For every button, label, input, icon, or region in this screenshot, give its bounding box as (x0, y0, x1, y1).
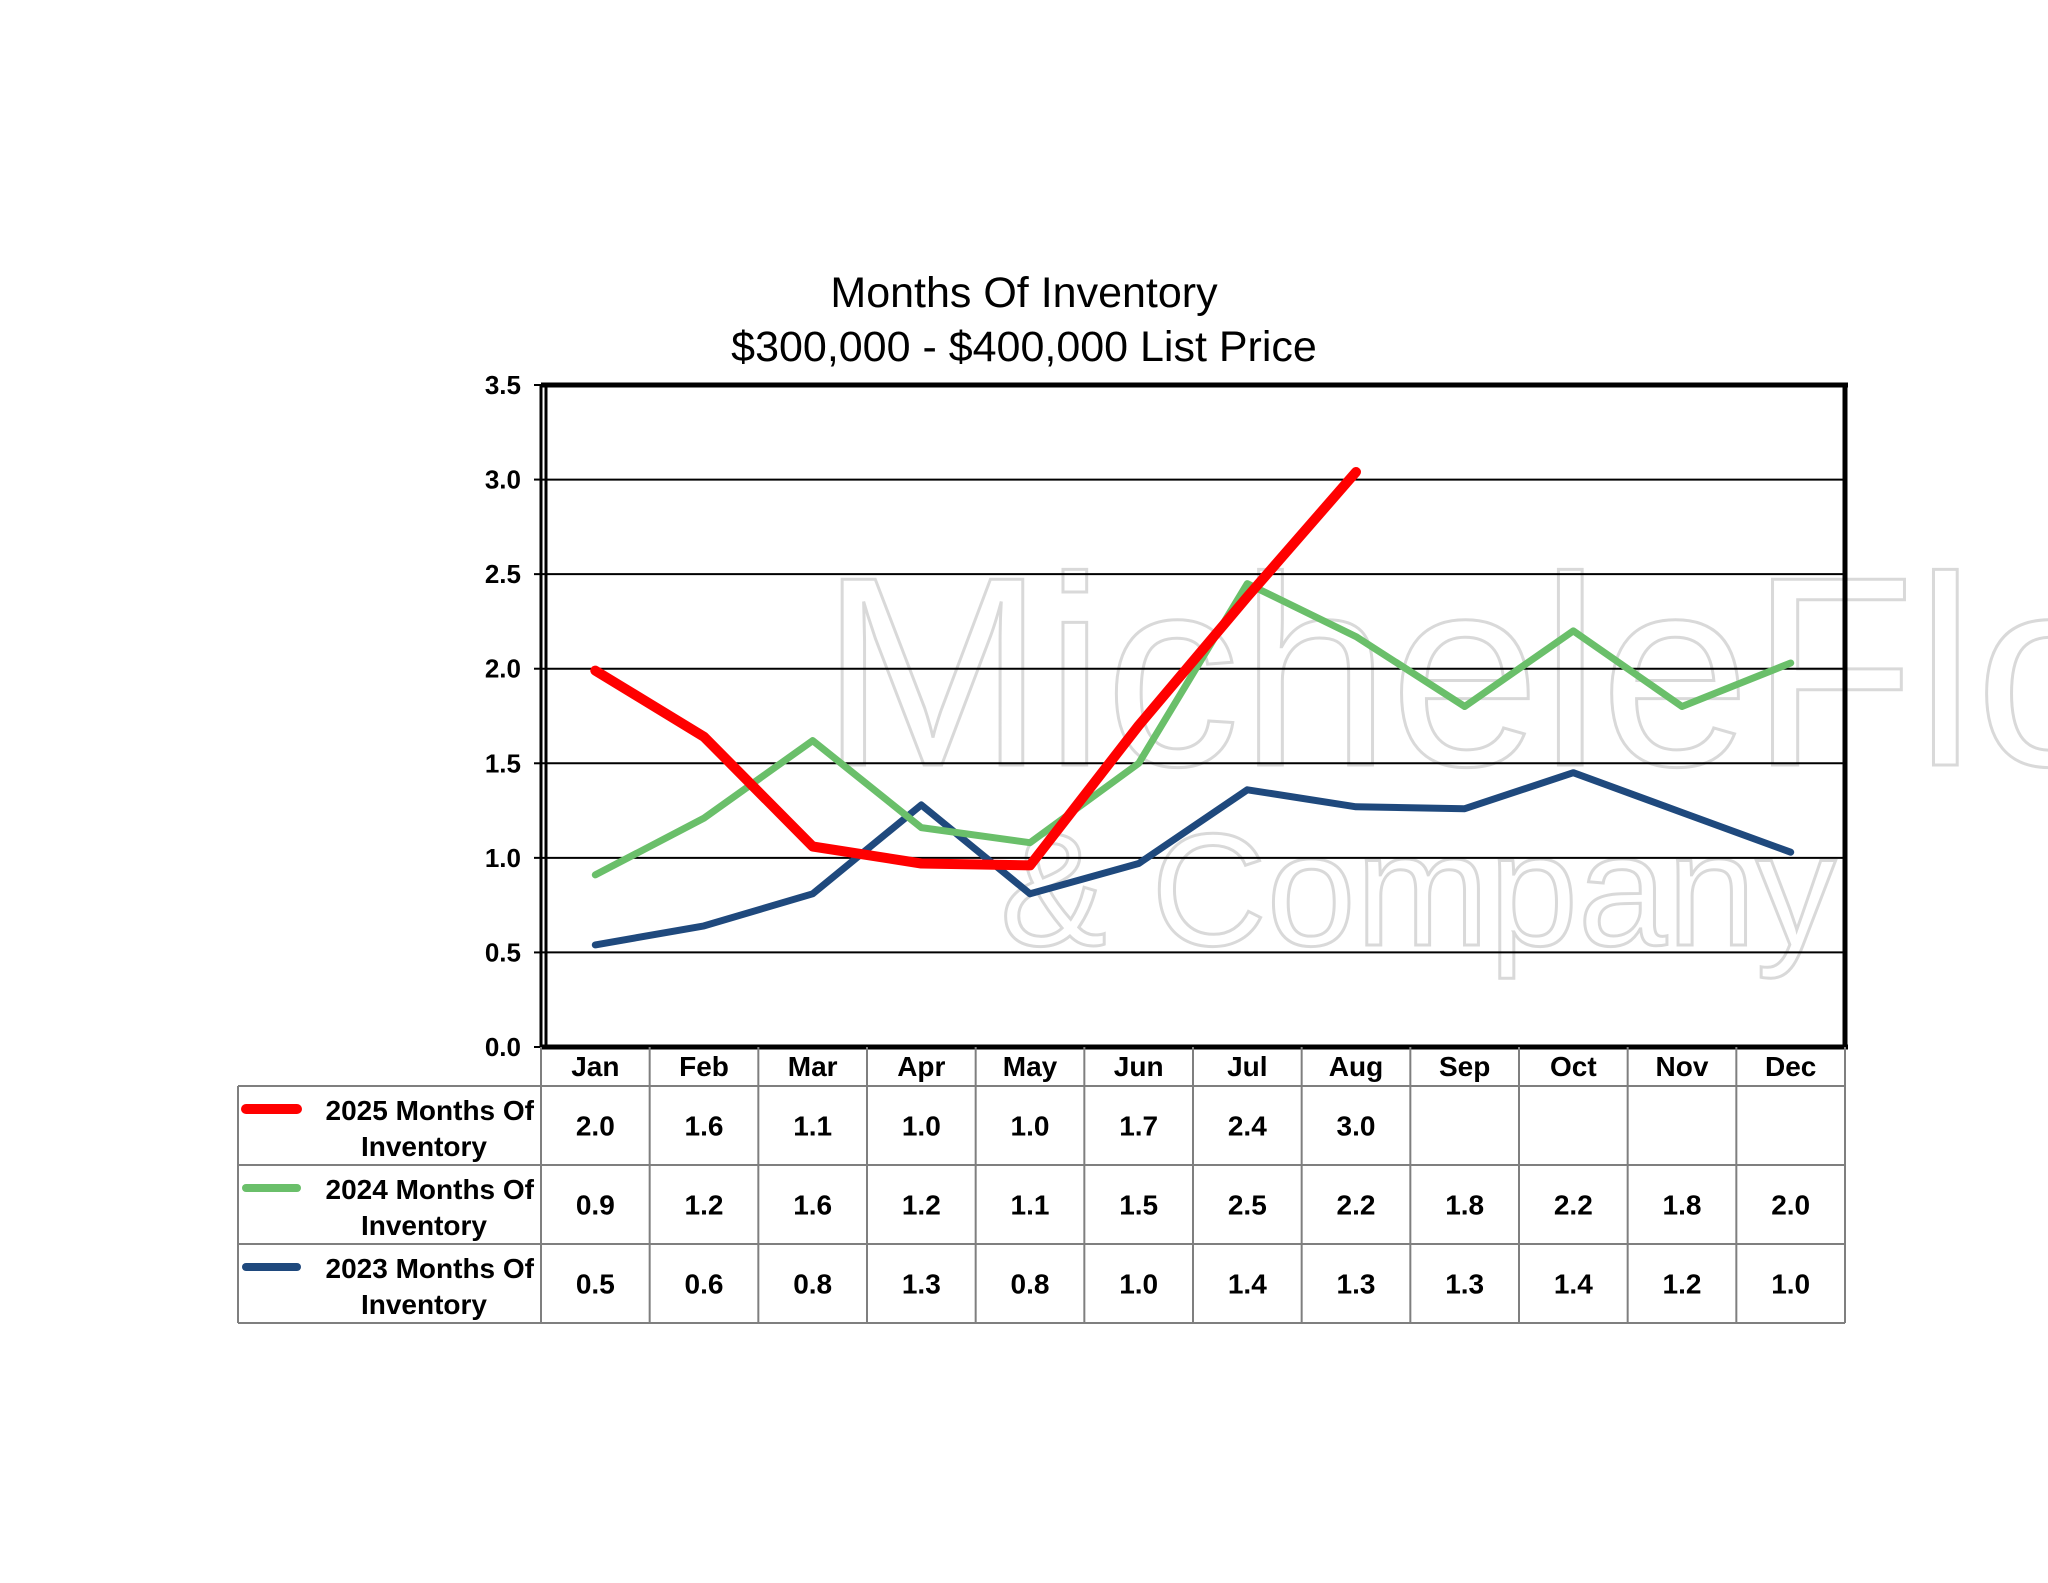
y-tick-label-3.5: 3.5 (485, 370, 521, 400)
data-label-s2-Apr: 1.3 (902, 1269, 941, 1300)
data-label-s1-Jul: 2.5 (1228, 1190, 1267, 1221)
x-tick-label-Dec: Dec (1765, 1051, 1816, 1082)
x-tick-label-Apr: Apr (897, 1051, 945, 1082)
legend-label-2-line-1: 2023 Months Of (326, 1253, 535, 1284)
data-label-s0-Jun: 1.7 (1119, 1111, 1158, 1142)
watermark: MicheleFlory & Company (819, 521, 2048, 981)
chart-title-line-2: $300,000 - $400,000 List Price (731, 323, 1317, 371)
data-label-s2-Feb: 0.6 (685, 1269, 724, 1300)
x-tick-label-Jan: Jan (571, 1051, 619, 1082)
data-label-s0-May: 1.0 (1011, 1111, 1050, 1142)
y-tick-label-2.5: 2.5 (485, 559, 521, 589)
x-tick-label-Nov: Nov (1656, 1051, 1709, 1082)
chart-title: Months Of Inventory $300,000 - $400,000 … (0, 266, 2048, 374)
series-line-2 (591, 769, 1795, 949)
series-line-0 (590, 467, 1361, 871)
legend-label-0-line-2: Inventory (361, 1131, 487, 1162)
data-label-s1-Oct: 2.2 (1554, 1190, 1593, 1221)
x-tick-label-Aug: Aug (1329, 1051, 1383, 1082)
data-label-s0-Jan: 2.0 (576, 1111, 615, 1142)
data-label-s2-Dec: 1.0 (1771, 1269, 1810, 1300)
legend-label-0-line-1: 2025 Months Of (326, 1095, 535, 1126)
data-label-s0-Apr: 1.0 (902, 1111, 941, 1142)
data-label-s1-Mar: 1.6 (793, 1190, 832, 1221)
x-tick-label-Sep: Sep (1439, 1051, 1490, 1082)
x-tick-label-Oct: Oct (1550, 1051, 1597, 1082)
data-label-s0-Aug: 3.0 (1337, 1111, 1376, 1142)
y-tick-label-0.0: 0.0 (485, 1032, 521, 1062)
data-label-s1-Nov: 1.8 (1663, 1190, 1702, 1221)
data-label-s1-Jun: 1.5 (1119, 1190, 1158, 1221)
data-label-s2-Sep: 1.3 (1445, 1269, 1484, 1300)
data-label-s1-Aug: 2.2 (1337, 1190, 1376, 1221)
y-tick-label-3.0: 3.0 (485, 465, 521, 495)
data-label-s2-Aug: 1.3 (1337, 1269, 1376, 1300)
y-tick-label-0.5: 0.5 (485, 937, 521, 967)
data-label-s1-May: 1.1 (1011, 1190, 1050, 1221)
legend-label-1-line-1: 2024 Months Of (326, 1174, 535, 1205)
data-label-s2-Jun: 1.0 (1119, 1269, 1158, 1300)
data-label-s2-Nov: 1.2 (1663, 1269, 1702, 1300)
data-label-s2-Oct: 1.4 (1554, 1269, 1593, 1300)
series-lines (590, 467, 1795, 949)
y-tick-label-1.0: 1.0 (485, 843, 521, 873)
data-label-s1-Feb: 1.2 (685, 1190, 724, 1221)
legend-label-1-line-2: Inventory (361, 1210, 487, 1241)
data-label-s1-Sep: 1.8 (1445, 1190, 1484, 1221)
x-tick-label-Jun: Jun (1114, 1051, 1164, 1082)
data-label-s0-Feb: 1.6 (685, 1111, 724, 1142)
series-line-1 (591, 580, 1795, 879)
data-label-s0-Mar: 1.1 (793, 1111, 832, 1142)
legend-label-2-line-2: Inventory (361, 1289, 487, 1320)
data-label-s1-Jan: 0.9 (576, 1190, 615, 1221)
y-tick-label-2.0: 2.0 (485, 654, 521, 684)
watermark-line-2: & Company (1000, 800, 1836, 979)
data-label-s2-May: 0.8 (1011, 1269, 1050, 1300)
data-label-s2-Jan: 0.5 (576, 1269, 615, 1300)
data-label-s1-Dec: 2.0 (1771, 1190, 1810, 1221)
y-tick-label-1.5: 1.5 (485, 748, 521, 778)
watermark-line-1: MicheleFlory (820, 522, 2048, 824)
axes: 0.0 0.5 1.0 1.5 2.0 2.5 3.0 3.5 (485, 370, 1848, 1062)
data-label-s2-Mar: 0.8 (793, 1269, 832, 1300)
x-tick-label-May: May (1003, 1051, 1058, 1082)
x-tick-label-Jul: Jul (1227, 1051, 1267, 1082)
data-label-s2-Jul: 1.4 (1228, 1269, 1267, 1300)
x-tick-label-Mar: Mar (788, 1051, 838, 1082)
data-label-s0-Jul: 2.4 (1228, 1111, 1267, 1142)
data-table: Jan Feb Mar Apr May Jun Jul Aug Sep Oct Nov Dec 2025… (237, 1047, 1846, 1324)
chart-title-line-1: Months Of Inventory (830, 269, 1218, 317)
data-label-s1-Apr: 1.2 (902, 1190, 941, 1221)
x-tick-label-Feb: Feb (679, 1051, 729, 1082)
